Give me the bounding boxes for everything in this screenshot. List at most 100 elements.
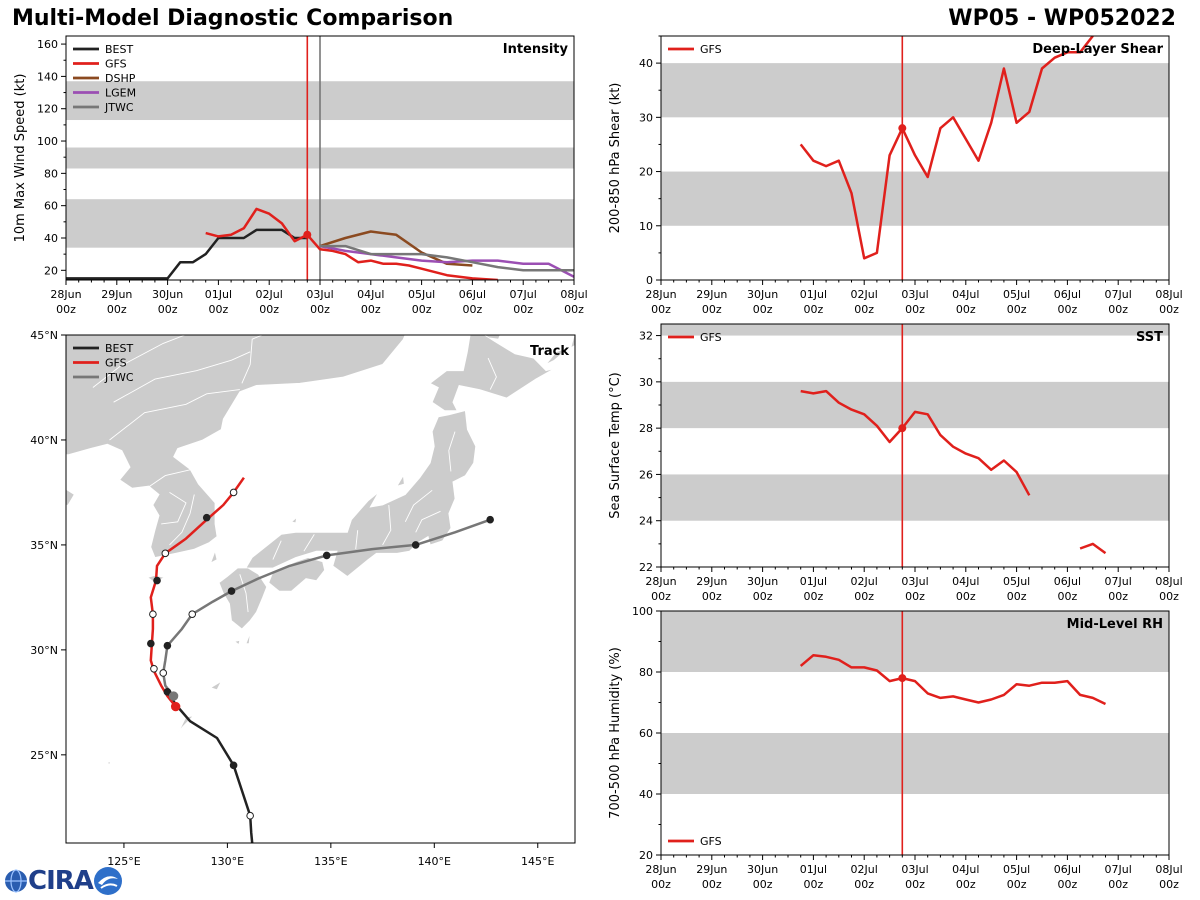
shear-ytick-label: 30 [639, 111, 653, 124]
track-line-jtwc [161, 518, 491, 697]
track-point-gfs-6 [202, 513, 211, 522]
rh-xtick-label: 07Jul [1105, 863, 1132, 876]
sst-xtick-label: 03Jul [901, 575, 928, 588]
sst-xtick-label: 29Jun [696, 575, 727, 588]
intensity-legend-label-lgem: LGEM [105, 87, 136, 100]
intensity-xtick-sublabel: 00z [463, 303, 483, 316]
admin-boundary-4 [92, 335, 187, 388]
storm-id-title: WP05 - WP052022 [948, 6, 1176, 31]
admin-boundary-1 [146, 468, 193, 489]
sst-plot-area [661, 324, 1169, 567]
track-point-best-1 [229, 761, 238, 770]
shear-band-1 [661, 63, 1169, 118]
shear-ylabel: 200-850 hPa Shear (kt) [608, 83, 623, 234]
rh-series-gfs-0 [799, 653, 1107, 706]
cira-logo-text: CIRA [28, 866, 94, 896]
track-point-jtwc-3 [188, 610, 197, 618]
rh-xtick-label: 01Jul [800, 863, 827, 876]
rh-xtick-label: 29Jun [696, 863, 727, 876]
track-ytick-label: 40°N [30, 434, 58, 447]
intensity-series-lgem-3 [319, 244, 574, 278]
rh-xtick-sublabel: 00z [702, 878, 722, 891]
rh-xtick-sublabel: 00z [804, 878, 824, 891]
shear-xtick-sublabel: 00z [1108, 303, 1128, 316]
land-sado [396, 474, 405, 487]
track-point-gfs-2 [147, 639, 155, 648]
sst-xtick-sublabel: 00z [1108, 590, 1128, 603]
track-point-jtwc-5 [322, 551, 331, 560]
land-chichi-small-isl [106, 760, 112, 765]
shear-xtick-label: 30Jun [747, 288, 778, 301]
shear-xtick-sublabel: 00z [1007, 303, 1027, 316]
shear-ytick-label: 40 [639, 57, 653, 70]
intensity-ytick-label: 60 [44, 200, 58, 213]
rh-band-0 [661, 733, 1169, 794]
track-point-jtwc-1 [159, 669, 168, 677]
sst-band-2 [661, 324, 1169, 336]
rh-xtick-sublabel: 00z [854, 878, 874, 891]
sst-xtick-sublabel: 00z [1159, 590, 1179, 603]
sst-xtick-sublabel: 00z [854, 590, 874, 603]
sst-title: SST [1136, 330, 1163, 345]
admin-boundary-9 [382, 504, 392, 546]
intensity-xtick-sublabel: 00z [564, 303, 584, 316]
admin-boundary-11 [303, 534, 315, 552]
track-map-area [66, 335, 575, 843]
rh-legend-label-gfs: GFS [700, 835, 722, 848]
intensity-xtick-label: 29Jun [101, 288, 132, 301]
sst-series-gfs-1 [1079, 542, 1107, 555]
sst-xtick-label: 07Jul [1105, 575, 1132, 588]
sst-ytick-label: 30 [639, 376, 653, 389]
track-xtick-label: 145°E [521, 855, 554, 868]
track-ytick-label: 45°N [30, 329, 58, 342]
shear-plot-area [661, 36, 1169, 280]
admin-boundary-13 [239, 574, 249, 613]
track-point-gfs-4 [153, 576, 161, 585]
track-point-gfs-0 [170, 701, 181, 712]
track-point-jtwc-6 [411, 541, 420, 549]
sst-band-0 [661, 474, 1169, 521]
sst-panel: 28Jun 00z 29Jun 00z 30Jun 00z 01Jul 00z 02Jul 00z… [608, 323, 1183, 603]
rh-xtick-label: 30Jun [747, 863, 778, 876]
intensity-series-dshp-2 [319, 230, 473, 267]
shear-xtick-sublabel: 00z [753, 303, 773, 316]
shear-xtick-sublabel: 00z [956, 303, 976, 316]
sst-ytick-label: 28 [639, 422, 653, 435]
land-tanegashima [245, 632, 251, 644]
intensity-xtick-label: 06Jul [459, 288, 486, 301]
intensity-ytick-label: 100 [37, 135, 58, 148]
track-point-gfs-7 [229, 488, 238, 497]
sst-xtick-label: 02Jul [851, 575, 878, 588]
rh-ytick-label: 100 [632, 605, 653, 618]
rh-xtick-label: 05Jul [1003, 863, 1030, 876]
shear-ytick-label: 20 [639, 166, 653, 179]
rh-marker-0 [898, 674, 907, 683]
sst-xtick-sublabel: 00z [753, 590, 773, 603]
rh-plot-area [661, 611, 1169, 855]
admin-boundary-6 [161, 492, 187, 525]
shear-xtick-label: 04Jul [952, 288, 979, 301]
intensity-xtick-sublabel: 00z [412, 303, 432, 316]
rh-xtick-label: 08Jul [1155, 863, 1182, 876]
sst-ytick-label: 24 [639, 515, 653, 528]
rh-xtick-label: 04Jul [952, 863, 979, 876]
rh-xtick-sublabel: 00z [1058, 878, 1078, 891]
intensity-title: Intensity [503, 42, 569, 57]
shear-xtick-label: 07Jul [1105, 288, 1132, 301]
track-point-gfs-1 [150, 664, 158, 673]
page-title: Multi-Model Diagnostic Comparison [12, 6, 454, 31]
admin-boundary-5 [169, 494, 195, 546]
intensity-ytick-label: 160 [37, 38, 58, 51]
intensity-ytick-label: 140 [37, 70, 58, 83]
rh-xtick-sublabel: 00z [905, 878, 925, 891]
admin-boundary-12 [272, 540, 282, 560]
sst-marker-0 [898, 424, 907, 433]
land-iturup [570, 335, 575, 349]
admin-boundary-14 [487, 357, 497, 390]
rh-xtick-label: 28Jun [645, 863, 676, 876]
shear-series-gfs-0 [799, 36, 1094, 260]
shear-xtick-label: 06Jul [1054, 288, 1081, 301]
intensity-xtick-sublabel: 00z [513, 303, 533, 316]
shear-xtick-label: 05Jul [1003, 288, 1030, 301]
shear-xtick-label: 28Jun [645, 288, 676, 301]
